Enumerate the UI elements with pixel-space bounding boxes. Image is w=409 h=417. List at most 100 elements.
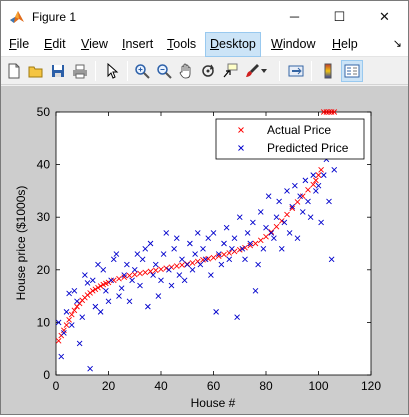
menu-view[interactable]: View	[81, 37, 108, 51]
data-point-predicted	[166, 266, 172, 273]
data-point-actual	[278, 218, 285, 224]
minimize-button[interactable]: ─	[272, 1, 317, 32]
data-point-predicted	[234, 314, 240, 320]
close-button[interactable]: ✕	[362, 1, 407, 32]
data-point-predicted	[181, 277, 188, 284]
data-point-actual	[226, 250, 233, 256]
y-tick-label: 10	[37, 315, 51, 329]
data-point-predicted	[213, 309, 219, 315]
data-point-predicted	[202, 256, 209, 263]
data-point-actual	[310, 181, 317, 188]
y-axis: 0 10 20 30 40 50	[37, 105, 371, 382]
data-point-predicted	[95, 261, 101, 268]
y-tick-label: 20	[37, 263, 51, 277]
data-point-predicted	[97, 309, 104, 315]
data-point-predicted	[310, 172, 317, 178]
data-cursor-button[interactable]	[219, 60, 241, 82]
link-button[interactable]	[285, 60, 307, 82]
menu-help[interactable]: Help	[332, 37, 358, 51]
data-point-predicted	[231, 235, 238, 242]
data-point-predicted	[84, 280, 91, 286]
data-point-predicted	[71, 288, 78, 294]
x-axis: 0 20 40 60 80 100 120	[53, 112, 381, 393]
x-tick-label: 60	[207, 379, 221, 393]
data-cursor-icon	[223, 63, 238, 78]
window-title: Figure 1	[32, 10, 77, 24]
menu-dock-arrow-icon[interactable]: ↘	[392, 38, 402, 50]
colorbar-button[interactable]	[317, 60, 339, 82]
menu-tools[interactable]: Tools	[167, 37, 197, 51]
data-point-predicted	[260, 245, 267, 252]
data-point-actual	[294, 199, 301, 205]
legend-marker-actual-x	[238, 127, 244, 133]
open-file-button[interactable]	[25, 60, 47, 82]
data-point-actual	[268, 229, 275, 235]
data-point-predicted	[197, 261, 204, 268]
data-point-predicted	[229, 245, 235, 252]
new-figure-icon	[8, 63, 20, 79]
zoom-in-icon	[135, 64, 150, 79]
menu-edit[interactable]: Edit	[44, 37, 66, 51]
menu-insert[interactable]: Insert	[122, 37, 154, 51]
maximize-icon: ☐	[333, 8, 346, 24]
data-point-predicted	[79, 314, 86, 320]
legend-icon	[344, 64, 360, 78]
menu-file[interactable]: File	[9, 37, 30, 51]
legend-label-predicted: Predicted Price	[267, 141, 349, 155]
data-point-actual	[158, 266, 164, 273]
data-point-predicted	[208, 272, 214, 278]
data-point-predicted	[194, 230, 201, 236]
data-point-actual	[121, 274, 128, 280]
data-point-actual	[221, 251, 227, 258]
data-point-predicted	[179, 256, 185, 263]
link-icon	[288, 65, 304, 77]
x-tick-label: 20	[102, 379, 116, 393]
save-button[interactable]	[47, 60, 69, 82]
data-point-predicted	[292, 182, 298, 189]
data-point-predicted	[299, 209, 306, 215]
pan-button[interactable]	[175, 60, 197, 82]
data-point-predicted	[134, 251, 141, 257]
data-point-predicted	[205, 235, 212, 242]
brush-button[interactable]	[241, 60, 263, 82]
data-point-predicted	[145, 303, 151, 310]
menu-desktop[interactable]: Desktop	[205, 32, 261, 57]
zoom-out-button[interactable]	[153, 60, 175, 82]
data-point-predicted	[89, 277, 96, 284]
data-point-predicted	[116, 293, 122, 299]
data-point-predicted	[113, 251, 120, 257]
figure-canvas[interactable]: 0 20 40 60 80 100 120 0 10 20 30 40 50 House # Hous…	[1, 86, 408, 414]
maximize-button[interactable]: ☐	[317, 1, 362, 32]
print-button[interactable]	[69, 60, 91, 82]
data-point-predicted	[168, 282, 175, 289]
data-point-actual	[284, 211, 290, 218]
toolbar-separator	[279, 61, 280, 81]
data-point-predicted	[242, 256, 248, 263]
pointer-button[interactable]	[101, 60, 123, 82]
data-point-predicted	[239, 245, 246, 252]
data-point-predicted	[223, 224, 230, 231]
data-point-actual	[71, 307, 78, 314]
y-tick-label: 50	[37, 105, 51, 119]
data-point-predicted	[87, 365, 93, 372]
data-point-predicted	[320, 172, 327, 178]
figure-toolbar	[1, 57, 408, 85]
legend-button[interactable]	[341, 60, 363, 82]
data-point-predicted	[192, 251, 198, 257]
menu-window[interactable]: Window	[271, 37, 316, 51]
data-point-actual	[95, 284, 101, 291]
zoom-in-button[interactable]	[131, 60, 153, 82]
brush-dropdown-button[interactable]	[259, 60, 269, 82]
rotate-button[interactable]	[197, 60, 219, 82]
new-figure-button[interactable]	[3, 60, 25, 82]
open-file-icon	[28, 66, 43, 78]
title-bar[interactable]: Figure 1 ─ ☐ ✕	[1, 1, 408, 32]
data-point-predicted	[187, 240, 193, 247]
data-point-actual	[320, 109, 327, 115]
data-point-predicted	[278, 245, 285, 252]
data-point-predicted	[155, 293, 162, 299]
legend[interactable]: Actual Price Predicted Price	[215, 118, 365, 160]
data-point-predicted	[74, 298, 80, 305]
data-point-actual	[273, 223, 280, 230]
data-point-predicted	[265, 193, 272, 199]
